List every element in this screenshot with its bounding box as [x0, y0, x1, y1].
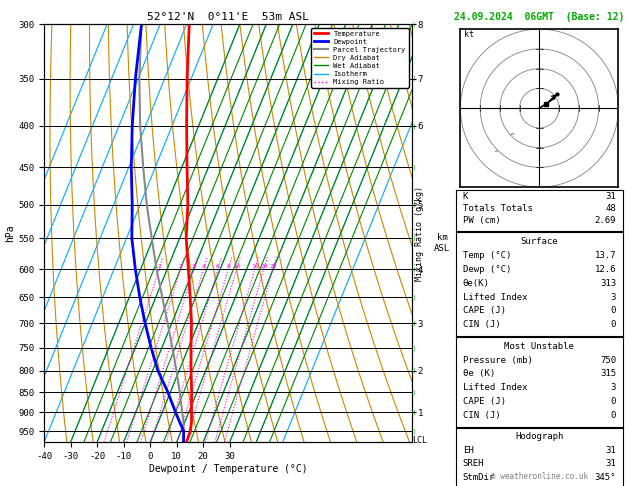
Text: θe(K): θe(K)	[463, 279, 489, 288]
Text: PW (cm): PW (cm)	[463, 216, 500, 226]
Text: 24.09.2024  06GMT  (Base: 12): 24.09.2024 06GMT (Base: 12)	[454, 12, 625, 22]
Text: Most Unstable: Most Unstable	[504, 342, 574, 351]
Text: CIN (J): CIN (J)	[463, 320, 500, 330]
Text: kt: kt	[464, 30, 474, 39]
Text: Hodograph: Hodograph	[515, 432, 564, 441]
Text: 2.69: 2.69	[594, 216, 616, 226]
Text: |: |	[412, 321, 416, 326]
Text: 20: 20	[260, 264, 267, 269]
Text: 6: 6	[216, 264, 220, 269]
Y-axis label: km
ASL: km ASL	[434, 233, 450, 253]
Text: 31: 31	[605, 446, 616, 454]
Text: 3: 3	[192, 264, 196, 269]
Text: |: |	[412, 345, 416, 350]
Text: StmDir: StmDir	[463, 473, 495, 482]
Text: |: |	[412, 165, 416, 170]
Legend: Temperature, Dewpoint, Parcel Trajectory, Dry Adiabat, Wet Adiabat, Isotherm, Mi: Temperature, Dewpoint, Parcel Trajectory…	[311, 28, 408, 88]
Text: Lifted Index: Lifted Index	[463, 293, 527, 302]
Text: 4: 4	[202, 264, 206, 269]
Text: |: |	[412, 295, 416, 300]
Text: K: K	[463, 191, 468, 201]
Text: |: |	[412, 389, 416, 395]
Text: Lifted Index: Lifted Index	[463, 383, 527, 392]
Text: 8: 8	[226, 264, 230, 269]
Text: 0: 0	[611, 307, 616, 315]
Title: 52°12'N  0°11'E  53m ASL: 52°12'N 0°11'E 53m ASL	[147, 12, 309, 22]
Text: CIN (J): CIN (J)	[463, 411, 500, 419]
Text: 0: 0	[611, 397, 616, 406]
Text: 313: 313	[600, 279, 616, 288]
Text: Pressure (mb): Pressure (mb)	[463, 356, 533, 364]
Text: |: |	[412, 236, 416, 241]
Text: |: |	[412, 368, 416, 373]
Text: 0: 0	[611, 320, 616, 330]
Text: 345°: 345°	[594, 473, 616, 482]
Text: 3: 3	[611, 383, 616, 392]
Text: |: |	[412, 266, 416, 272]
Text: 750: 750	[600, 356, 616, 364]
Text: 10: 10	[233, 264, 240, 269]
Text: 16: 16	[251, 264, 259, 269]
Text: SREH: SREH	[463, 459, 484, 469]
Text: |: |	[412, 202, 416, 208]
Text: 13.7: 13.7	[594, 251, 616, 260]
Text: 31: 31	[605, 191, 616, 201]
Text: © weatheronline.co.uk: © weatheronline.co.uk	[491, 472, 588, 481]
Text: Dewp (°C): Dewp (°C)	[463, 265, 511, 274]
Text: Surface: Surface	[521, 238, 558, 246]
Y-axis label: hPa: hPa	[6, 225, 15, 242]
Text: |: |	[412, 21, 416, 27]
Text: Temp (°C): Temp (°C)	[463, 251, 511, 260]
Text: |: |	[412, 429, 416, 434]
Text: Totals Totals: Totals Totals	[463, 204, 533, 213]
Text: 0: 0	[611, 411, 616, 419]
Text: Mixing Ratio (g/kg): Mixing Ratio (g/kg)	[415, 186, 424, 281]
Text: |: |	[412, 409, 416, 415]
Text: 31: 31	[605, 459, 616, 469]
Text: 12.6: 12.6	[594, 265, 616, 274]
Text: 1: 1	[157, 264, 161, 269]
Text: |: |	[412, 76, 416, 82]
Text: 3: 3	[611, 293, 616, 302]
Text: 315: 315	[600, 369, 616, 378]
Text: EH: EH	[463, 446, 474, 454]
Text: 48: 48	[605, 204, 616, 213]
Text: |: |	[412, 123, 416, 129]
X-axis label: Dewpoint / Temperature (°C): Dewpoint / Temperature (°C)	[148, 464, 308, 474]
Text: CAPE (J): CAPE (J)	[463, 397, 506, 406]
Text: 2: 2	[179, 264, 182, 269]
Text: LCL: LCL	[412, 436, 427, 445]
Text: ☁: ☁	[494, 145, 498, 154]
Text: 25: 25	[269, 264, 277, 269]
Text: CAPE (J): CAPE (J)	[463, 307, 506, 315]
Text: θe (K): θe (K)	[463, 369, 495, 378]
Text: ☁: ☁	[509, 127, 515, 137]
